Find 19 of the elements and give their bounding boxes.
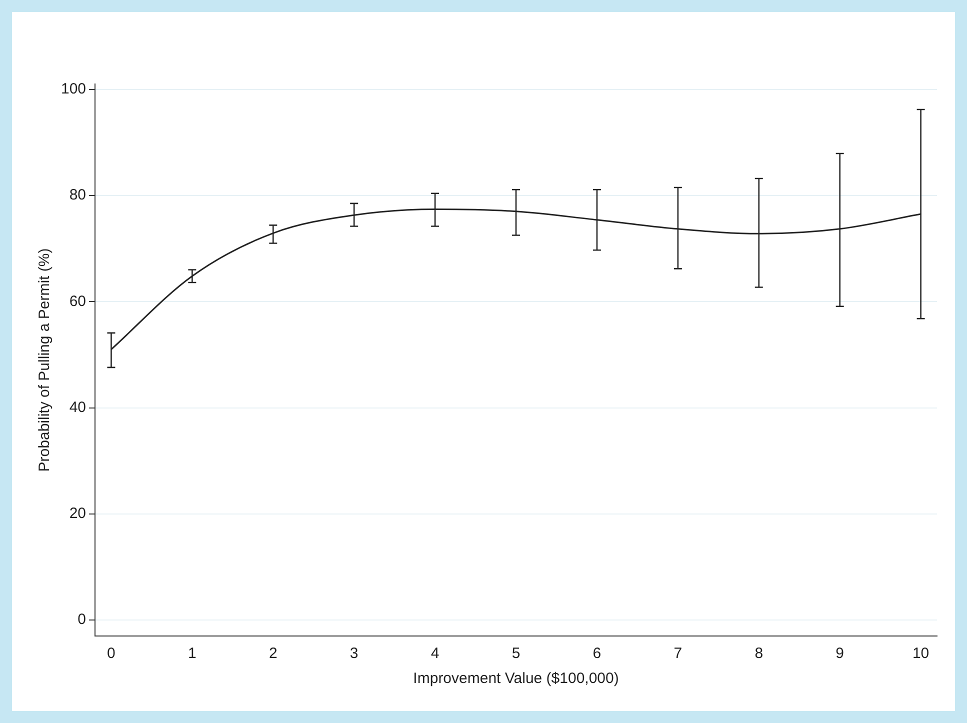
x-axis-title: Improvement Value ($100,000) (413, 670, 619, 688)
x-tick-label: 2 (268, 645, 278, 662)
y-tick-label: 80 (69, 186, 86, 204)
x-tick-label: 3 (350, 645, 358, 662)
x-tick-label: 9 (836, 645, 844, 662)
x-tick-label: 10 (912, 645, 930, 662)
y-tick-label: 20 (69, 505, 86, 522)
x-tick-label: 1 (188, 645, 196, 662)
y-tick-label: 100 (60, 80, 86, 98)
y-axis-title: Probability of Pulling a Permit (%) (36, 248, 54, 472)
x-tick-label: 4 (430, 645, 440, 662)
y-tick-label: 60 (69, 292, 86, 310)
x-tick-label: 8 (754, 645, 764, 662)
y-tick-label: 40 (69, 398, 86, 416)
x-tick-label: 6 (592, 645, 602, 662)
y-tick-label: 0 (78, 611, 86, 628)
x-tick-label: 0 (107, 645, 116, 662)
x-tick-label: 7 (674, 645, 682, 662)
x-tick-label: 5 (512, 645, 520, 662)
